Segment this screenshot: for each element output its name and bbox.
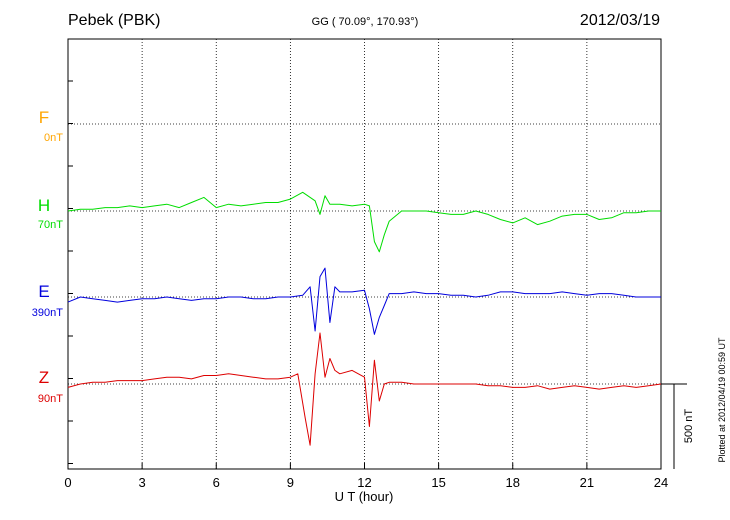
series-line-h <box>67 191 661 253</box>
scale-bar-label: 500 nT <box>683 409 695 444</box>
series-name-h: H <box>38 196 50 215</box>
x-tick-label: 9 <box>287 475 294 490</box>
x-tick-label: 0 <box>64 475 71 490</box>
x-tick-label: 21 <box>580 475 594 490</box>
series-group <box>67 191 662 446</box>
x-ticks: 0 3 6 9 12 15 18 21 24 <box>64 80 668 490</box>
x-tick-label: 15 <box>431 475 445 490</box>
series-name-z: Z <box>39 368 49 387</box>
geographic-coordinates: GG ( 70.09°, 170.93°) <box>311 16 419 28</box>
station-title: Pebek (PBK) <box>68 12 161 29</box>
chart-date: 2012/03/19 <box>579 12 660 29</box>
series-offset-z: 90nT <box>38 393 63 405</box>
grid-lines <box>68 39 661 469</box>
x-axis-label: U T (hour) <box>335 489 394 504</box>
series-labels: F 0nT H 70nT E 390nT Z 90nT <box>32 108 63 405</box>
plot-frame <box>67 38 662 470</box>
series-line-z <box>67 332 662 446</box>
series-offset-h: 70nT <box>38 219 63 231</box>
x-tick-label: 24 <box>654 475 668 490</box>
series-offset-e: 390nT <box>32 307 63 319</box>
x-tick-label: 18 <box>506 475 520 490</box>
series-name-e: E <box>38 282 49 301</box>
x-tick-label: 3 <box>139 475 146 490</box>
scale-bar: 500 nT <box>661 383 695 469</box>
series-offset-f: 0nT <box>44 132 63 144</box>
x-tick-label: 6 <box>213 475 220 490</box>
series-line-e <box>67 267 661 335</box>
x-tick-label: 12 <box>357 475 371 490</box>
series-name-f: F <box>39 108 49 127</box>
